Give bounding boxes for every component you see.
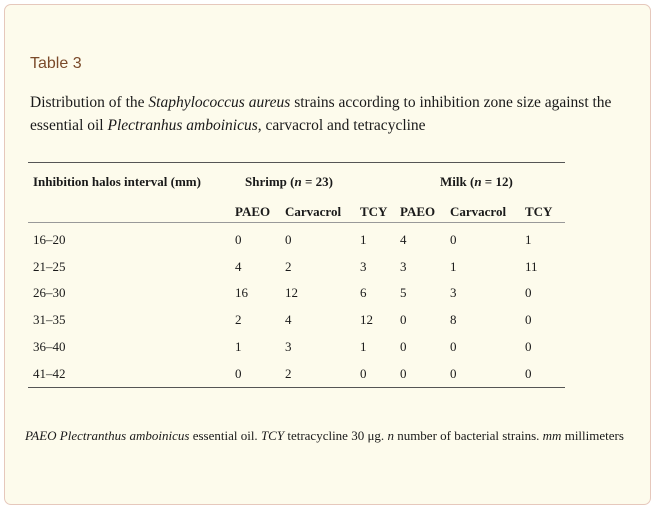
subheader-shrimp-paeo: PAEO <box>235 204 271 219</box>
table-row: 21–25 4 2 3 3 1 11 <box>28 253 565 280</box>
row-interval: 31–35 <box>33 312 66 328</box>
footnote-mm-abbr: mm <box>542 428 562 443</box>
footnote-text: tetracycline 30 μg. <box>284 428 388 443</box>
table-row: 31–35 2 4 12 0 8 0 <box>28 307 565 334</box>
row-interval: 26–30 <box>33 285 66 301</box>
subheader-milk-carvacrol: Carvacrol <box>450 204 507 219</box>
cell-shrimp-paeo: 2 <box>235 312 242 328</box>
header-milk: Milk (n = 12) <box>440 173 513 189</box>
table-card: Table 3 Distribution of the Staphylococc… <box>4 4 651 505</box>
footnote-tcy-abbr: TCY <box>260 428 285 443</box>
cell-shrimp-carvacrol: 2 <box>285 258 292 274</box>
cell-milk-paeo: 0 <box>400 312 407 328</box>
cell-milk-tcy: 0 <box>525 365 532 381</box>
subheader-milk-tcy: TCY <box>525 204 553 219</box>
row-interval: 36–40 <box>33 339 66 355</box>
table-row: 16–20 0 0 1 4 0 1 <box>28 222 565 253</box>
caption-text-3: , carvacrol and tetracycline <box>257 117 426 134</box>
cell-shrimp-carvacrol: 12 <box>285 285 298 301</box>
cell-shrimp-paeo: 0 <box>235 231 242 247</box>
cell-milk-tcy: 1 <box>525 231 532 247</box>
cell-shrimp-paeo: 4 <box>235 258 242 274</box>
cell-milk-paeo: 0 <box>400 339 407 355</box>
caption-species: Staphylococcus aureus <box>148 94 291 111</box>
cell-milk-tcy: 0 <box>525 312 532 328</box>
cell-milk-paeo: 4 <box>400 231 407 247</box>
row-interval: 16–20 <box>33 231 66 247</box>
footnote-paeo-abbr: PAEO <box>25 428 57 443</box>
table-row: 41–42 0 2 0 0 0 0 <box>28 360 565 388</box>
footnote-text: millimeters <box>561 428 624 443</box>
cell-shrimp-carvacrol: 0 <box>285 231 292 247</box>
footnote-text: number of bacterial strains. <box>393 428 543 443</box>
table-caption: Distribution of the Staphylococcus aureu… <box>30 91 620 137</box>
cell-milk-carvacrol: 1 <box>450 258 457 274</box>
footnote-n-abbr: n <box>387 428 394 443</box>
footnote-paeo-species: Plectranthus amboinicus <box>59 428 190 443</box>
cell-shrimp-tcy: 0 <box>360 365 367 381</box>
footnote-text: essential oil. <box>189 428 261 443</box>
header-shrimp: Shrimp (n = 23) <box>245 173 333 189</box>
caption-oil: Plectranhus amboinicus <box>107 117 258 134</box>
caption-text-1: Distribution of the <box>30 94 149 111</box>
cell-milk-paeo: 0 <box>400 365 407 381</box>
table-footnote: PAEO Plectranthus amboinicus essential o… <box>25 426 625 445</box>
table-row: 36–40 1 3 1 0 0 0 <box>28 334 565 361</box>
caption-text-2: strains according to inhibition zone siz… <box>30 94 612 134</box>
cell-milk-carvacrol: 0 <box>450 231 457 247</box>
cell-milk-carvacrol: 8 <box>450 312 457 328</box>
cell-milk-tcy: 0 <box>525 285 532 301</box>
header-interval: Inhibition halos interval (mm) <box>33 173 201 189</box>
cell-shrimp-paeo: 0 <box>235 365 242 381</box>
row-interval: 21–25 <box>33 258 66 274</box>
cell-shrimp-paeo: 1 <box>235 339 242 355</box>
cell-shrimp-tcy: 12 <box>360 312 373 328</box>
cell-shrimp-tcy: 1 <box>360 231 367 247</box>
subheader-shrimp-tcy: TCY <box>360 204 388 219</box>
cell-shrimp-tcy: 3 <box>360 258 367 274</box>
cell-milk-tcy: 0 <box>525 339 532 355</box>
cell-milk-paeo: 5 <box>400 285 407 301</box>
subheader-milk-paeo: PAEO <box>400 204 436 219</box>
cell-shrimp-paeo: 16 <box>235 285 248 301</box>
data-table: Inhibition halos interval (mm) Shrimp (n… <box>28 162 565 388</box>
cell-shrimp-carvacrol: 2 <box>285 365 292 381</box>
cell-shrimp-carvacrol: 4 <box>285 312 292 328</box>
subheader-spacer <box>28 200 235 222</box>
subheader-shrimp-carvacrol: Carvacrol <box>285 204 342 219</box>
cell-milk-carvacrol: 3 <box>450 285 457 301</box>
row-interval: 41–42 <box>33 365 66 381</box>
cell-shrimp-carvacrol: 3 <box>285 339 292 355</box>
cell-milk-paeo: 3 <box>400 258 407 274</box>
table-row: 26–30 16 12 6 5 3 0 <box>28 280 565 307</box>
cell-shrimp-tcy: 6 <box>360 285 367 301</box>
table-label[interactable]: Table 3 <box>30 55 82 72</box>
cell-milk-carvacrol: 0 <box>450 339 457 355</box>
cell-milk-carvacrol: 0 <box>450 365 457 381</box>
cell-shrimp-tcy: 1 <box>360 339 367 355</box>
cell-milk-tcy: 11 <box>525 258 538 274</box>
